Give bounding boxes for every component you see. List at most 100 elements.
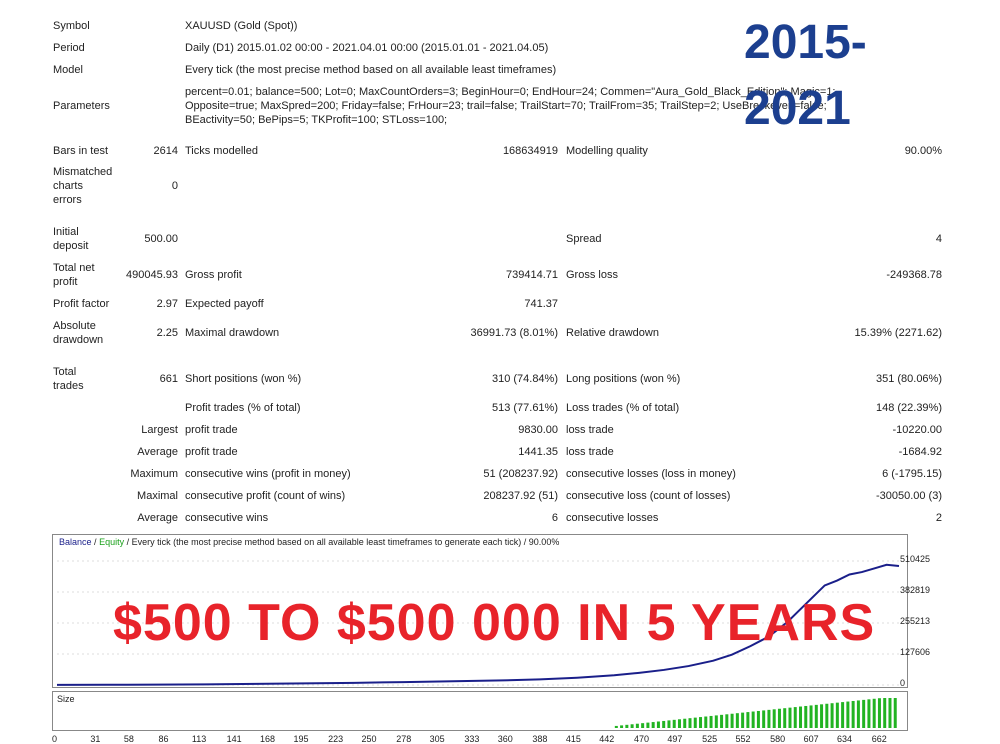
x-tick-label: 634 [837, 734, 853, 744]
volume-bar [762, 710, 766, 728]
volume-bar [804, 705, 808, 728]
parameters-label: Parameters [53, 100, 110, 112]
x-tick-label: 168 [260, 734, 276, 744]
grossprofit-value: 739414.71 [506, 269, 558, 281]
x-tick-label: 31 [90, 734, 101, 744]
volume-bar [720, 714, 724, 728]
max-cl-label: consecutive losses (loss in money) [566, 468, 736, 480]
x-tick-label: 552 [735, 734, 751, 744]
avg-cw-value: 6 [551, 512, 558, 524]
model-label: Model [53, 64, 83, 76]
y-tick-label: 510425 [900, 554, 931, 565]
x-tick-label: 525 [702, 734, 718, 744]
ltrades-value: 148 (22.39%) [875, 402, 942, 414]
volume-bar [730, 713, 734, 728]
x-tick-label: 195 [293, 734, 309, 744]
volume-bar [662, 720, 666, 728]
volume-bar [672, 719, 676, 728]
volume-bar [735, 713, 739, 728]
x-tick-label: 415 [565, 734, 581, 744]
average-label: Average [137, 446, 178, 458]
volume-bar [825, 703, 829, 728]
volume-bar [846, 701, 850, 728]
volume-bar [725, 714, 729, 728]
volume-bar [809, 705, 813, 728]
volume-bar [841, 702, 845, 728]
x-tick-label: 86 [158, 734, 169, 744]
volume-bar [772, 709, 776, 728]
maximum-label: Maximum [130, 468, 178, 480]
volume-bar [614, 725, 618, 728]
max-cw-label: consecutive wins (profit in money) [185, 468, 351, 480]
pf-value: 2.97 [156, 298, 178, 310]
initial-label-2: deposit [53, 240, 89, 252]
parameters-line-1: percent=0.01; balance=500; Lot=0; MaxCou… [185, 86, 836, 98]
volume-bar [799, 706, 803, 728]
ltrades-label: Loss trades (% of total) [566, 402, 680, 414]
grossloss-label: Gross loss [566, 269, 618, 281]
reldd-label: Relative drawdown [566, 327, 659, 339]
netprofit-value: 490045.93 [126, 269, 178, 281]
ticks-label: Ticks modelled [185, 145, 258, 157]
symbol-label: Symbol [53, 20, 90, 32]
short-value: 310 (74.84%) [491, 373, 558, 385]
spread-label: Spread [566, 233, 602, 245]
volume-bar [714, 715, 718, 728]
mismatch-label-2: charts [53, 180, 83, 192]
maxdd-label: Maximal drawdown [185, 327, 280, 339]
y-tick-label: 127606 [900, 647, 931, 657]
size-plot [614, 698, 897, 728]
volume-bar [767, 709, 771, 728]
volume-bar [704, 716, 708, 728]
tt-label-2: trades [53, 380, 84, 392]
volume-bar [641, 723, 645, 728]
x-tick-label: 113 [191, 734, 207, 744]
size-chart: Size [52, 691, 908, 731]
maxdd-value: 36991.73 (8.01%) [470, 327, 558, 339]
parameters-line-3: BEactivity=50; BePips=5; TKProfit=100; S… [185, 114, 448, 126]
quality-value: 90.00% [904, 145, 942, 157]
average-loss-label: loss trade [566, 446, 614, 458]
maximal-label: Maximal [137, 490, 178, 502]
tt-value: 661 [159, 373, 178, 385]
long-value: 351 (80.06%) [875, 373, 942, 385]
x-tick-label: 607 [803, 734, 819, 744]
netprofit-label-2: profit [53, 276, 78, 288]
x-tick-label: 278 [396, 734, 412, 744]
volume-bar [783, 708, 787, 728]
bars-value: 2614 [153, 145, 178, 157]
promo-overlay-text: $500 TO $500 000 IN 5 YEARS [113, 594, 876, 652]
volume-bar [793, 707, 797, 728]
largest-profit-value: 9830.00 [518, 424, 558, 436]
max-cl-value: 6 (-1795.15) [882, 468, 942, 480]
absdd-label-1: Absolute [53, 320, 96, 332]
year-range-banner: 2015-2021 [744, 16, 867, 135]
ptrades-value: 513 (77.61%) [491, 402, 558, 414]
ptrades-label: Profit trades (% of total) [185, 402, 301, 414]
max-cw-value: 51 (208237.92) [483, 468, 558, 480]
average-loss-value: -1684.92 [898, 446, 942, 458]
volume-bar [788, 707, 792, 728]
largest-profit-label: profit trade [185, 424, 238, 436]
backtest-report: Symbol XAUUSD (Gold (Spot)) Period Daily… [53, 20, 942, 524]
x-tick-label: 662 [871, 734, 887, 744]
average-profit-value: 1441.35 [518, 446, 558, 458]
volume-bar [677, 719, 681, 728]
legend-separator: / [94, 537, 97, 547]
x-tick-label: 223 [328, 734, 344, 744]
reldd-value: 15.39% (2271.62) [854, 327, 942, 339]
volume-bar [830, 703, 834, 728]
volume-bar [867, 699, 871, 728]
volume-bar [630, 724, 634, 728]
volume-bar [751, 711, 755, 728]
max-cp-value: 208237.92 (51) [483, 490, 558, 502]
spread-value: 4 [935, 233, 942, 245]
volume-bar [888, 698, 892, 728]
volume-bar [693, 717, 697, 728]
volume-bar [814, 704, 818, 728]
volume-bar [756, 710, 760, 728]
volume-bar [709, 715, 713, 728]
volume-bar [699, 717, 703, 728]
volume-bar [777, 708, 781, 728]
max-closs-label: consecutive loss (count of losses) [566, 490, 731, 502]
